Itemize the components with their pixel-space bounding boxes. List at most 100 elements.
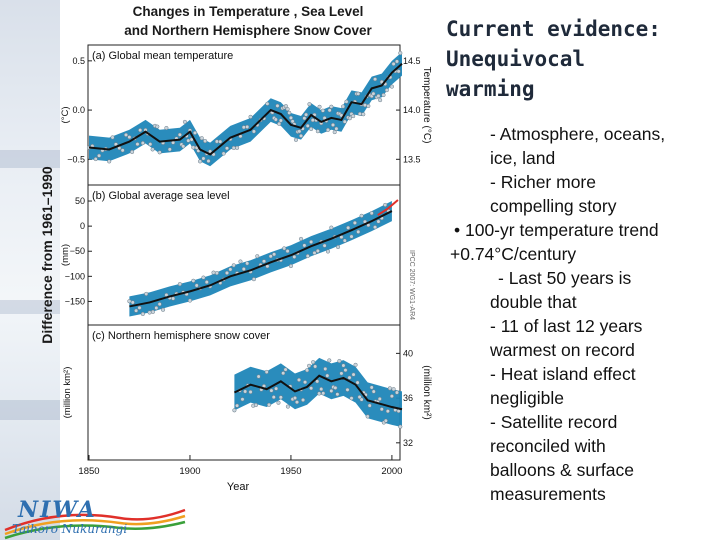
annual-data-point xyxy=(241,125,246,130)
annual-data-point xyxy=(344,99,349,104)
annual-data-point xyxy=(387,386,392,391)
annual-data-point xyxy=(275,103,280,108)
annual-data-point xyxy=(267,402,272,407)
annual-data-point xyxy=(346,225,351,230)
climate-figure: Changes in Temperature , Sea Level and No… xyxy=(30,0,440,500)
annual-data-point xyxy=(334,126,339,131)
slide-title: Current evidence: Unequivocal warming xyxy=(446,14,706,104)
annual-data-point xyxy=(351,372,356,377)
annual-data-point xyxy=(367,403,372,408)
annual-data-point xyxy=(231,263,236,268)
annual-data-point xyxy=(137,305,142,310)
annual-data-point xyxy=(309,386,314,391)
bullet-line: ice, land xyxy=(490,148,556,168)
bullet-line: - Last 50 years is xyxy=(498,268,632,288)
annual-data-point xyxy=(214,139,219,144)
annual-data-point xyxy=(384,88,389,93)
panel-y-label-right: (million km²) xyxy=(421,365,432,419)
annual-data-point xyxy=(130,149,135,155)
shared-y-label: Difference from 1961–1990 xyxy=(39,166,55,344)
annual-data-point xyxy=(150,147,155,152)
panel-y-label: (°C) xyxy=(60,107,71,124)
annual-data-point xyxy=(278,118,283,123)
annual-data-point xyxy=(274,386,279,391)
annual-data-point xyxy=(238,259,243,264)
annual-data-point xyxy=(369,385,374,390)
panel-y-label: (million km²) xyxy=(62,367,73,419)
annual-data-point xyxy=(283,104,288,109)
annual-data-point xyxy=(366,103,371,109)
annual-data-point xyxy=(157,302,162,307)
annual-data-point xyxy=(330,122,336,128)
annual-data-point xyxy=(214,271,219,276)
annual-data-point xyxy=(271,395,276,400)
annual-data-point xyxy=(265,101,270,106)
annual-data-point xyxy=(224,270,230,276)
annual-data-point xyxy=(93,157,98,162)
annual-data-point xyxy=(135,142,140,147)
annual-data-point xyxy=(378,98,383,103)
annual-data-point xyxy=(353,362,358,367)
right-tick-label: 32 xyxy=(403,438,413,448)
annual-data-point xyxy=(391,387,396,392)
annual-data-point xyxy=(389,394,394,399)
annual-data-point xyxy=(221,151,226,156)
series-line-smoothed xyxy=(233,374,403,411)
title-line: Unequivocal xyxy=(446,47,586,71)
annual-data-point xyxy=(398,424,403,429)
annual-data-point xyxy=(144,291,149,296)
annual-data-point xyxy=(355,380,360,385)
annual-data-point xyxy=(182,119,187,124)
annual-data-point xyxy=(305,254,310,259)
title-line: Current evidence: xyxy=(446,17,661,41)
annual-data-point xyxy=(313,364,318,369)
annual-data-point xyxy=(134,308,139,313)
annual-data-point xyxy=(171,296,176,301)
annual-data-point xyxy=(383,418,388,423)
right-tick-label: 14.0 xyxy=(403,105,421,115)
ipcc-watermark: IPCC 2007: WG1-AR4 xyxy=(408,250,415,320)
annual-data-point xyxy=(327,108,332,113)
annual-data-point xyxy=(394,390,400,395)
annual-data-point xyxy=(315,129,320,134)
annual-data-point xyxy=(199,136,204,141)
annual-data-point xyxy=(383,202,388,207)
annual-data-point xyxy=(293,137,299,142)
bullet-line: compelling story xyxy=(490,196,617,216)
annual-data-point xyxy=(241,267,246,272)
annual-data-point xyxy=(315,248,320,253)
right-tick-label: 40 xyxy=(403,348,413,358)
left-tick-label: 0.0 xyxy=(72,105,85,115)
annual-data-point xyxy=(347,116,352,121)
annual-data-point xyxy=(298,236,304,241)
annual-data-point xyxy=(140,141,145,146)
series-line-smoothed xyxy=(88,63,403,156)
annual-data-point xyxy=(342,119,347,124)
annual-data-point xyxy=(376,219,381,224)
annual-data-point xyxy=(277,121,282,126)
chart-svg: Changes in Temperature , Sea Level and No… xyxy=(39,4,432,493)
annual-data-point xyxy=(248,114,253,119)
title-line: warming xyxy=(446,77,535,101)
annual-data-point xyxy=(251,277,256,282)
bullet-line: - Heat island effect xyxy=(490,364,636,384)
annual-data-point xyxy=(224,146,230,151)
annual-data-point xyxy=(288,115,293,120)
annual-data-point xyxy=(377,396,382,402)
annual-data-point xyxy=(154,305,159,311)
right-tick-label: 14.5 xyxy=(403,56,421,66)
series-line-tide-gauge xyxy=(129,210,393,308)
annual-data-point xyxy=(347,375,352,380)
annual-data-point xyxy=(356,229,361,234)
x-tick-label: 1850 xyxy=(78,466,99,477)
annual-data-point xyxy=(285,107,290,112)
left-tick-label: 0 xyxy=(80,221,85,231)
annual-data-point xyxy=(298,133,304,138)
annual-data-point xyxy=(371,91,376,96)
left-tick-label: −100 xyxy=(65,271,85,281)
annual-data-point xyxy=(365,414,370,419)
left-tick-label: −50 xyxy=(70,246,85,256)
bullet-line: - 11 of last 12 years xyxy=(490,316,643,336)
bullet-line: - Richer more xyxy=(490,172,596,192)
annual-data-point xyxy=(164,125,169,131)
